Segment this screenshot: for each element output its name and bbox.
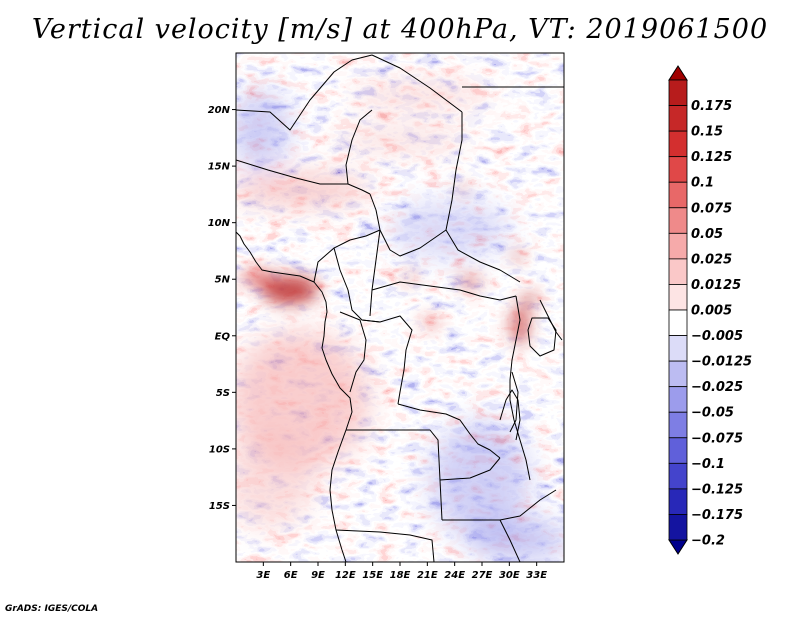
colorbar-label: −0.125 bbox=[691, 482, 743, 497]
colorbar: 0.175 0.15 0.125 0.1 0.075 0.05 0.025 0.0125 0.0… bbox=[668, 65, 752, 555]
lon-tick-label: 24E bbox=[444, 570, 465, 581]
map-title: Vertical velocity [m/s] at 400hPa, VT: 2… bbox=[31, 14, 769, 45]
lat-tick-label: 5N bbox=[215, 275, 231, 286]
colorbar-label: 0.1 bbox=[691, 176, 714, 191]
colorbar-label: 0.175 bbox=[691, 99, 732, 114]
colorbar-label: −0.005 bbox=[691, 329, 743, 344]
colorbar-label: 0.15 bbox=[691, 125, 723, 140]
colorbar-label: −0.075 bbox=[691, 431, 743, 446]
colorbar-label: −0.025 bbox=[691, 380, 743, 395]
colorbar-swatch bbox=[668, 386, 688, 413]
latitude-axis: 20N 15N 10N 5N EQ 5S 10S 15S bbox=[208, 105, 236, 512]
lat-tick-label: 15S bbox=[209, 501, 230, 512]
colorbar-swatch bbox=[668, 309, 688, 336]
country-borders bbox=[236, 54, 564, 562]
colorbar-swatch bbox=[668, 232, 688, 260]
colorbar-swatch bbox=[668, 284, 688, 311]
colorbar-label: 0.075 bbox=[691, 201, 732, 216]
lon-tick-label: 30E bbox=[499, 570, 520, 581]
colorbar-swatch bbox=[668, 156, 688, 183]
grads-credit: GrADS: IGES/COLA bbox=[5, 604, 99, 614]
lon-tick-label: 9E bbox=[311, 570, 325, 581]
colorbar-swatch bbox=[668, 462, 688, 490]
lat-tick-label: 20N bbox=[208, 105, 231, 116]
lon-tick-label: 33E bbox=[526, 570, 547, 581]
lat-tick-label: 5S bbox=[216, 388, 230, 399]
lon-tick-label: 21E bbox=[417, 570, 438, 581]
colorbar-swatch bbox=[668, 411, 688, 439]
lat-tick-label: 10S bbox=[209, 444, 230, 455]
lon-tick-label: 3E bbox=[256, 570, 270, 581]
longitude-axis: 3E 6E 9E 12E 15E 18E 21E 24E 27E 30E 33E bbox=[256, 562, 547, 581]
colorbar-swatch bbox=[668, 258, 688, 285]
colorbar-swatch bbox=[668, 360, 688, 388]
lon-tick-label: 6E bbox=[284, 570, 298, 581]
colorbar-swatch bbox=[668, 335, 688, 362]
lat-tick-label: EQ bbox=[215, 331, 231, 342]
colorbar-swatch bbox=[668, 181, 688, 209]
colorbar-swatch bbox=[668, 207, 688, 234]
colorbar-label: 0.0125 bbox=[691, 278, 741, 293]
colorbar-swatch bbox=[668, 79, 688, 106]
lon-tick-label: 15E bbox=[362, 570, 383, 581]
colorbar-label: −0.0125 bbox=[691, 355, 752, 370]
lon-tick-label: 27E bbox=[472, 570, 493, 581]
lat-tick-label: 15N bbox=[208, 162, 231, 173]
colorbar-swatch bbox=[668, 514, 688, 541]
lon-tick-label: 18E bbox=[390, 570, 411, 581]
lat-tick-label: 10N bbox=[208, 218, 231, 229]
colorbar-label: 0.005 bbox=[691, 304, 732, 319]
colorbar-label: 0.025 bbox=[691, 252, 732, 267]
colorbar-swatch bbox=[668, 130, 688, 158]
colorbar-bottom-arrow bbox=[668, 539, 688, 555]
colorbar-swatch bbox=[668, 437, 688, 464]
colorbar-swatch bbox=[668, 105, 688, 132]
colorbar-label: −0.2 bbox=[691, 534, 725, 549]
vertical-velocity-field bbox=[236, 53, 564, 562]
colorbar-label: 0.05 bbox=[691, 227, 723, 242]
colorbar-swatch bbox=[668, 488, 688, 515]
colorbar-label: 0.125 bbox=[691, 150, 732, 165]
lon-tick-label: 12E bbox=[335, 570, 356, 581]
colorbar-label: −0.05 bbox=[691, 406, 734, 421]
colorbar-top-arrow bbox=[668, 65, 688, 81]
colorbar-label: −0.1 bbox=[691, 457, 725, 472]
colorbar-label: −0.175 bbox=[691, 508, 743, 523]
